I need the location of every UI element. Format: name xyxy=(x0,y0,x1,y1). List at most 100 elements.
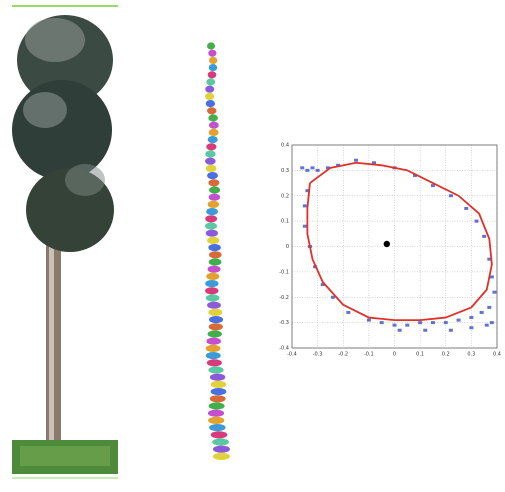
slice xyxy=(207,107,216,114)
slice xyxy=(208,366,223,373)
point xyxy=(457,319,461,322)
point xyxy=(469,326,473,329)
point xyxy=(490,275,494,278)
point xyxy=(431,321,435,324)
point xyxy=(485,324,489,327)
x-tick-label: 0 xyxy=(393,352,396,358)
point xyxy=(354,159,358,162)
center-point xyxy=(384,241,390,247)
point xyxy=(487,306,491,309)
slice xyxy=(208,309,222,316)
slice xyxy=(209,194,220,201)
slice xyxy=(209,323,223,330)
slice xyxy=(209,251,222,258)
slice xyxy=(206,338,221,345)
slice xyxy=(205,215,217,222)
slice xyxy=(207,359,222,366)
slice xyxy=(209,258,222,265)
slice xyxy=(208,50,216,57)
canopy xyxy=(12,80,112,180)
slice xyxy=(207,172,218,179)
slice xyxy=(206,208,218,215)
ground xyxy=(20,446,110,466)
slice xyxy=(210,395,226,402)
point xyxy=(305,169,309,172)
y-tick-label: 0.2 xyxy=(281,193,289,199)
y-tick-label: 0 xyxy=(286,244,289,250)
slice xyxy=(206,230,218,237)
slice xyxy=(207,237,219,244)
y-tick-label: -0.4 xyxy=(279,346,289,352)
point xyxy=(398,329,402,332)
slice xyxy=(211,431,228,438)
slice xyxy=(209,129,219,136)
tree-point-cloud xyxy=(12,6,118,478)
slice xyxy=(205,86,214,93)
y-tick-label: 0.4 xyxy=(281,143,289,149)
slice xyxy=(206,100,215,107)
slice xyxy=(212,438,229,445)
x-tick-label: 0.2 xyxy=(442,352,450,358)
slice xyxy=(206,294,220,301)
point xyxy=(480,311,484,314)
slice xyxy=(208,71,217,78)
point xyxy=(464,207,468,210)
slice xyxy=(208,330,222,337)
slice xyxy=(209,424,225,431)
y-tick-label: 0.1 xyxy=(281,219,289,225)
slice xyxy=(208,136,218,143)
point xyxy=(475,220,479,223)
x-tick-label: 0.1 xyxy=(416,352,424,358)
point xyxy=(303,225,307,228)
slice xyxy=(206,78,215,85)
x-tick-label: -0.2 xyxy=(338,352,348,358)
point xyxy=(449,329,453,332)
slice xyxy=(210,374,225,381)
slice xyxy=(208,114,218,121)
point xyxy=(346,311,350,314)
slice xyxy=(206,345,221,352)
point xyxy=(490,321,494,324)
point xyxy=(449,194,453,197)
point xyxy=(393,324,397,327)
point xyxy=(423,329,427,332)
figure: -0.4-0.3-0.2-0.100.10.20.30.4-0.4-0.3-0.… xyxy=(0,0,505,492)
point xyxy=(316,169,320,172)
point xyxy=(482,235,486,238)
slice xyxy=(213,453,230,460)
slice xyxy=(208,266,221,273)
x-tick-label: -0.3 xyxy=(313,352,323,358)
canopy-light xyxy=(25,18,85,62)
point xyxy=(380,321,384,324)
slice xyxy=(205,222,217,229)
x-tick-label: -0.4 xyxy=(287,352,297,358)
stem-slices xyxy=(205,42,230,460)
slice xyxy=(205,280,218,287)
point xyxy=(469,316,473,319)
point xyxy=(303,204,307,207)
slice xyxy=(206,273,219,280)
slice xyxy=(208,410,224,417)
slice xyxy=(209,122,219,129)
y-tick-label: -0.3 xyxy=(279,320,289,326)
slice xyxy=(205,287,218,294)
slice xyxy=(205,93,214,100)
slice xyxy=(211,388,227,395)
slice xyxy=(209,57,217,64)
point xyxy=(300,166,304,169)
canopy-light xyxy=(65,164,105,196)
slice xyxy=(213,446,230,453)
slice xyxy=(207,302,221,309)
slice xyxy=(205,158,216,165)
x-tick-label: -0.1 xyxy=(364,352,374,358)
point xyxy=(311,166,315,169)
y-tick-label: 0.3 xyxy=(281,168,289,174)
point xyxy=(418,321,422,324)
point xyxy=(492,291,496,294)
point xyxy=(405,324,409,327)
slice xyxy=(208,201,220,208)
canopy-light xyxy=(23,92,67,128)
slice xyxy=(206,143,216,150)
point xyxy=(367,319,371,322)
